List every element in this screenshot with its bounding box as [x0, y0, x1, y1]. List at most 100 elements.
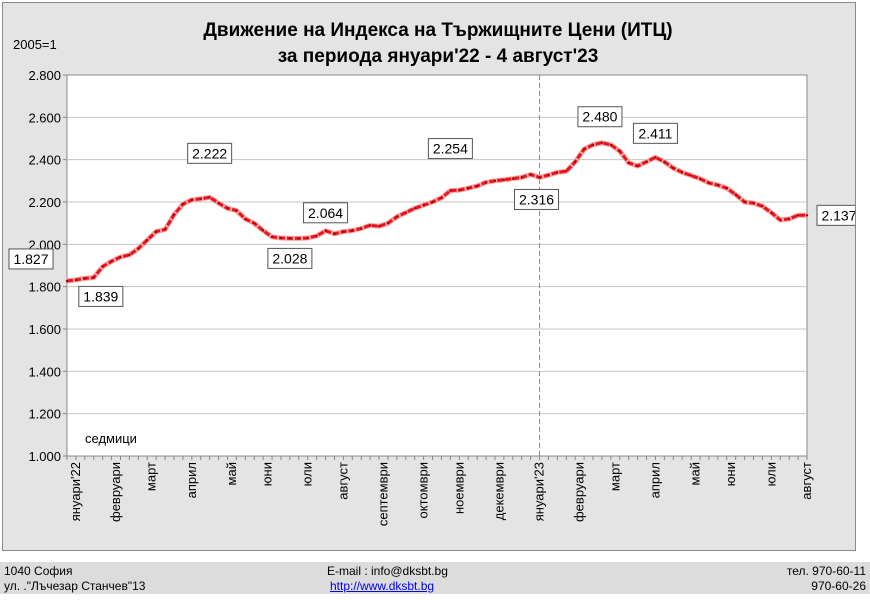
data-point	[261, 229, 265, 232]
data-point	[689, 174, 693, 177]
y-tick-label: 2.200	[28, 195, 61, 210]
data-point	[654, 156, 657, 159]
data-label-box	[303, 202, 349, 224]
data-label: 2.480	[582, 109, 617, 125]
data-point	[377, 225, 381, 228]
data-point	[333, 232, 336, 235]
data-labels: 1.827 1.839 2.222 2.028 2.064 2.254 2.316 2.480…	[8, 106, 855, 307]
data-point	[787, 217, 791, 221]
data-point	[386, 221, 390, 225]
data-point	[404, 211, 407, 214]
data-point	[297, 237, 301, 240]
data-point	[253, 221, 256, 225]
data-point	[493, 179, 497, 183]
chart-subtitle: за периода януари'22 - 4 август'23	[278, 46, 599, 67]
data-point	[636, 164, 639, 168]
data-point	[484, 181, 488, 184]
data-label-box	[577, 106, 623, 128]
data-point	[467, 187, 470, 190]
data-point	[502, 178, 506, 181]
data-point	[92, 276, 95, 279]
data-point	[324, 229, 327, 232]
data-point	[199, 197, 202, 201]
footer-email: E-mail : info@dksbt.bg	[327, 564, 448, 578]
data-point	[529, 173, 532, 176]
axis-ticks: 1.0001.2001.4001.6001.8002.0002.2002.400…	[28, 68, 814, 526]
data-label: 2.222	[192, 145, 227, 161]
data-point	[761, 205, 764, 208]
data-point	[520, 176, 523, 179]
data-label-box	[514, 188, 560, 210]
y-tick-label: 1.400	[28, 364, 61, 379]
data-label: 2.411	[638, 125, 672, 141]
chart-frame: Движение на Индекса на Тържищните Цени (…	[2, 2, 856, 551]
x-tick-label: юли	[763, 462, 778, 486]
footer-website-link[interactable]: http://www.dksbt.bg	[330, 579, 435, 593]
data-label-box	[78, 285, 124, 307]
data-point	[163, 228, 167, 231]
data-label: 1.827	[13, 251, 48, 267]
y-tick-label: 1.000	[28, 449, 61, 464]
data-point	[208, 196, 211, 199]
data-point	[547, 173, 550, 177]
data-point	[556, 171, 559, 174]
x-tick-label: август	[799, 462, 814, 500]
data-point	[217, 201, 220, 205]
x-tick-label: април	[184, 462, 199, 498]
x-tick-label: януари'23	[532, 462, 547, 521]
data-point	[431, 200, 434, 204]
y-tick-label: 1.200	[28, 407, 61, 422]
data-point	[226, 207, 229, 210]
data-point	[190, 198, 194, 202]
x-tick-label: септември	[376, 462, 391, 526]
plot-area	[66, 74, 808, 457]
data-point	[538, 176, 541, 179]
x-tick-label: юли	[300, 462, 315, 486]
data-point	[74, 278, 78, 282]
data-point	[511, 177, 514, 180]
data-point	[119, 255, 122, 259]
data-label-box	[187, 142, 233, 164]
data-point	[181, 202, 185, 206]
data-point	[475, 184, 479, 188]
data-point	[128, 253, 131, 257]
data-point	[645, 160, 648, 163]
data-point	[360, 227, 363, 230]
x-tick-label: февруари	[108, 462, 123, 522]
data-point	[235, 209, 238, 212]
data-label-box	[8, 248, 54, 270]
x-tick-label: март	[607, 462, 622, 491]
data-point	[83, 277, 87, 280]
data-point	[288, 237, 292, 240]
data-label: 1.839	[83, 288, 118, 304]
data-point	[440, 196, 443, 199]
data-point	[805, 214, 809, 217]
data-point	[279, 236, 283, 240]
footer-address-line1: 1040 София	[4, 564, 73, 578]
data-point	[663, 160, 666, 163]
data-point	[101, 265, 104, 268]
footer-phone1: тел. 970-60-11	[786, 564, 866, 578]
data-point	[734, 193, 737, 196]
data-label-box	[267, 247, 313, 269]
x-tick-label: май	[224, 462, 239, 485]
data-point	[65, 279, 69, 283]
data-point	[395, 215, 399, 219]
x-tick-label: август	[335, 462, 350, 500]
data-point	[707, 181, 711, 185]
data-point	[154, 230, 158, 233]
x-tick-label: май	[688, 462, 703, 485]
data-point	[137, 247, 140, 250]
data-point	[270, 235, 274, 239]
data-point	[315, 234, 318, 238]
data-point	[725, 187, 728, 190]
series-itc	[65, 140, 809, 284]
x-axis-label: седмици	[85, 431, 137, 446]
x-tick-label: февруари	[572, 462, 587, 522]
data-point	[146, 238, 149, 242]
data-point	[368, 224, 372, 227]
x-tick-label: декември	[491, 462, 506, 520]
data-point	[752, 201, 755, 205]
x-tick-label: март	[144, 462, 159, 491]
y-tick-label: 2.400	[28, 153, 61, 168]
